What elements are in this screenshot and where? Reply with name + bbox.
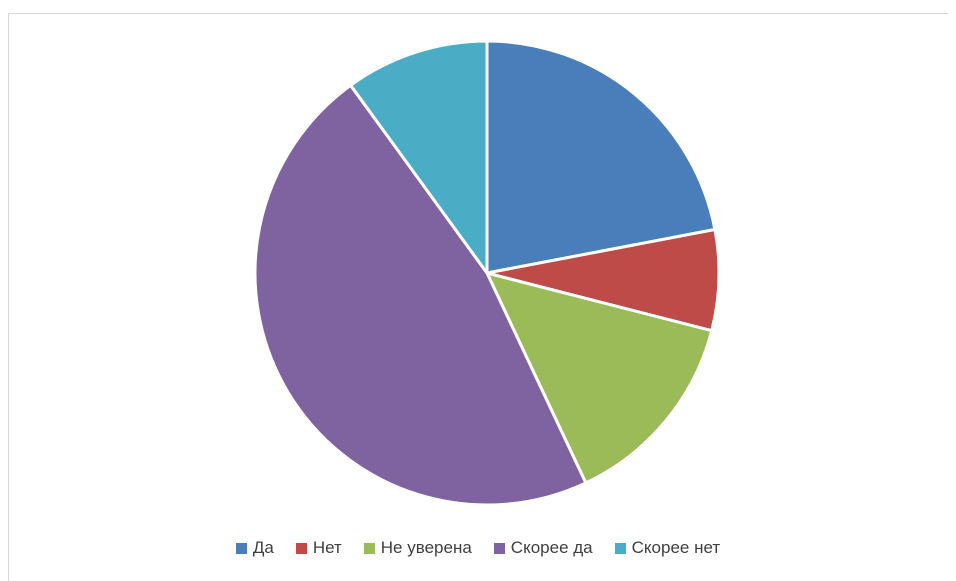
pie-slice-3 bbox=[253, 83, 588, 507]
chart-legend: Да Нет Не уверена Скорее да Скорее нет bbox=[0, 538, 956, 558]
pie-slices bbox=[253, 39, 721, 507]
pie-slice-0 bbox=[485, 39, 717, 275]
legend-swatch bbox=[614, 542, 626, 554]
legend-item-1: Нет bbox=[295, 538, 342, 558]
legend-item-2: Не уверена bbox=[363, 538, 472, 558]
pie-slice-4 bbox=[349, 39, 489, 275]
legend-label: Не уверена bbox=[380, 538, 472, 557]
legend-label: Да bbox=[252, 538, 274, 557]
legend-label: Скорее нет bbox=[631, 538, 721, 557]
legend-swatch bbox=[295, 542, 307, 554]
legend-item-4: Скорее нет bbox=[614, 538, 721, 558]
legend-item-3: Скорее да bbox=[493, 538, 593, 558]
legend-swatch bbox=[235, 542, 247, 554]
pie-slice-2 bbox=[485, 271, 714, 485]
legend-swatch bbox=[363, 542, 375, 554]
pie-slice-1 bbox=[485, 228, 721, 333]
legend-item-0: Да bbox=[235, 538, 274, 558]
legend-label: Скорее да bbox=[510, 538, 593, 557]
legend-label: Нет bbox=[312, 538, 342, 557]
legend-swatch bbox=[493, 542, 505, 554]
